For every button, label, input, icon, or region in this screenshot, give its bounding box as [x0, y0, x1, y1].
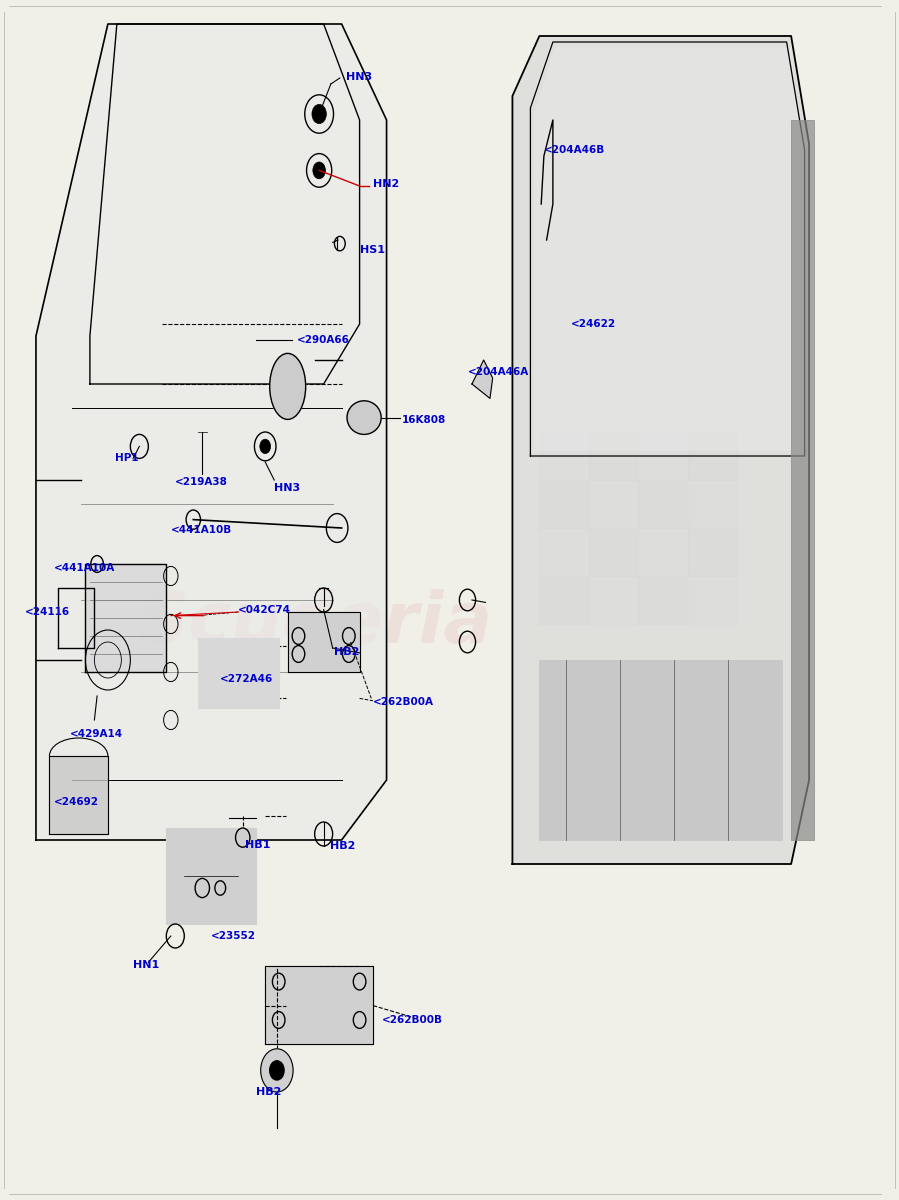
Text: <262B00B: <262B00B [382, 1015, 443, 1025]
Circle shape [270, 1061, 284, 1080]
Bar [638, 576, 688, 624]
Text: HN3: HN3 [346, 72, 372, 82]
Text: HB2: HB2 [330, 841, 355, 851]
Text: HB1: HB1 [245, 840, 270, 850]
Bar [539, 576, 589, 624]
Text: <262B00A: <262B00A [373, 697, 434, 707]
Text: HN3: HN3 [274, 484, 300, 493]
Polygon shape [85, 564, 166, 672]
Bar [589, 432, 638, 480]
Bar [791, 120, 814, 840]
Bar [166, 828, 256, 924]
Polygon shape [535, 48, 800, 450]
Text: <204A46A: <204A46A [467, 367, 529, 377]
Text: <441A10B: <441A10B [171, 526, 232, 535]
Bar [589, 480, 638, 528]
Bar [589, 528, 638, 576]
Text: Scuderia: Scuderia [137, 589, 493, 659]
Bar [539, 432, 589, 480]
Text: HN1: HN1 [133, 960, 159, 970]
Text: 16K808: 16K808 [402, 415, 446, 425]
Polygon shape [49, 756, 108, 834]
Bar [638, 528, 688, 576]
Bar [688, 528, 737, 576]
Bar [198, 638, 279, 708]
Bar [90, 432, 324, 768]
Bar [539, 480, 589, 528]
Text: <24116: <24116 [25, 607, 70, 617]
Text: <24692: <24692 [54, 797, 99, 806]
Polygon shape [472, 360, 493, 398]
Bar [539, 528, 589, 576]
Polygon shape [512, 36, 809, 864]
Bar [539, 660, 782, 840]
Ellipse shape [270, 353, 306, 419]
Text: <23552: <23552 [211, 931, 256, 941]
Text: HN2: HN2 [373, 179, 399, 188]
Bar [688, 480, 737, 528]
Text: <290A66: <290A66 [297, 335, 350, 344]
Text: <042C74: <042C74 [238, 605, 291, 614]
Text: <24622: <24622 [571, 319, 616, 329]
Circle shape [261, 1049, 293, 1092]
Text: HB2: HB2 [256, 1087, 281, 1097]
Bar [688, 432, 737, 480]
Bar [589, 576, 638, 624]
Text: HB2: HB2 [334, 647, 360, 656]
Text: <204A46B: <204A46B [544, 145, 605, 155]
Bar [638, 480, 688, 528]
Circle shape [313, 162, 325, 179]
Text: <441A10A: <441A10A [54, 563, 115, 572]
Polygon shape [288, 612, 360, 672]
Circle shape [312, 104, 326, 124]
Text: <272A46: <272A46 [220, 674, 273, 684]
Polygon shape [36, 24, 387, 840]
Ellipse shape [347, 401, 381, 434]
Text: HP1: HP1 [115, 454, 138, 463]
Bar [638, 432, 688, 480]
Text: <219A38: <219A38 [175, 478, 228, 487]
Text: <429A14: <429A14 [70, 730, 123, 739]
Circle shape [260, 439, 271, 454]
Polygon shape [265, 966, 373, 1044]
Bar [688, 576, 737, 624]
Text: HS1: HS1 [360, 245, 385, 254]
